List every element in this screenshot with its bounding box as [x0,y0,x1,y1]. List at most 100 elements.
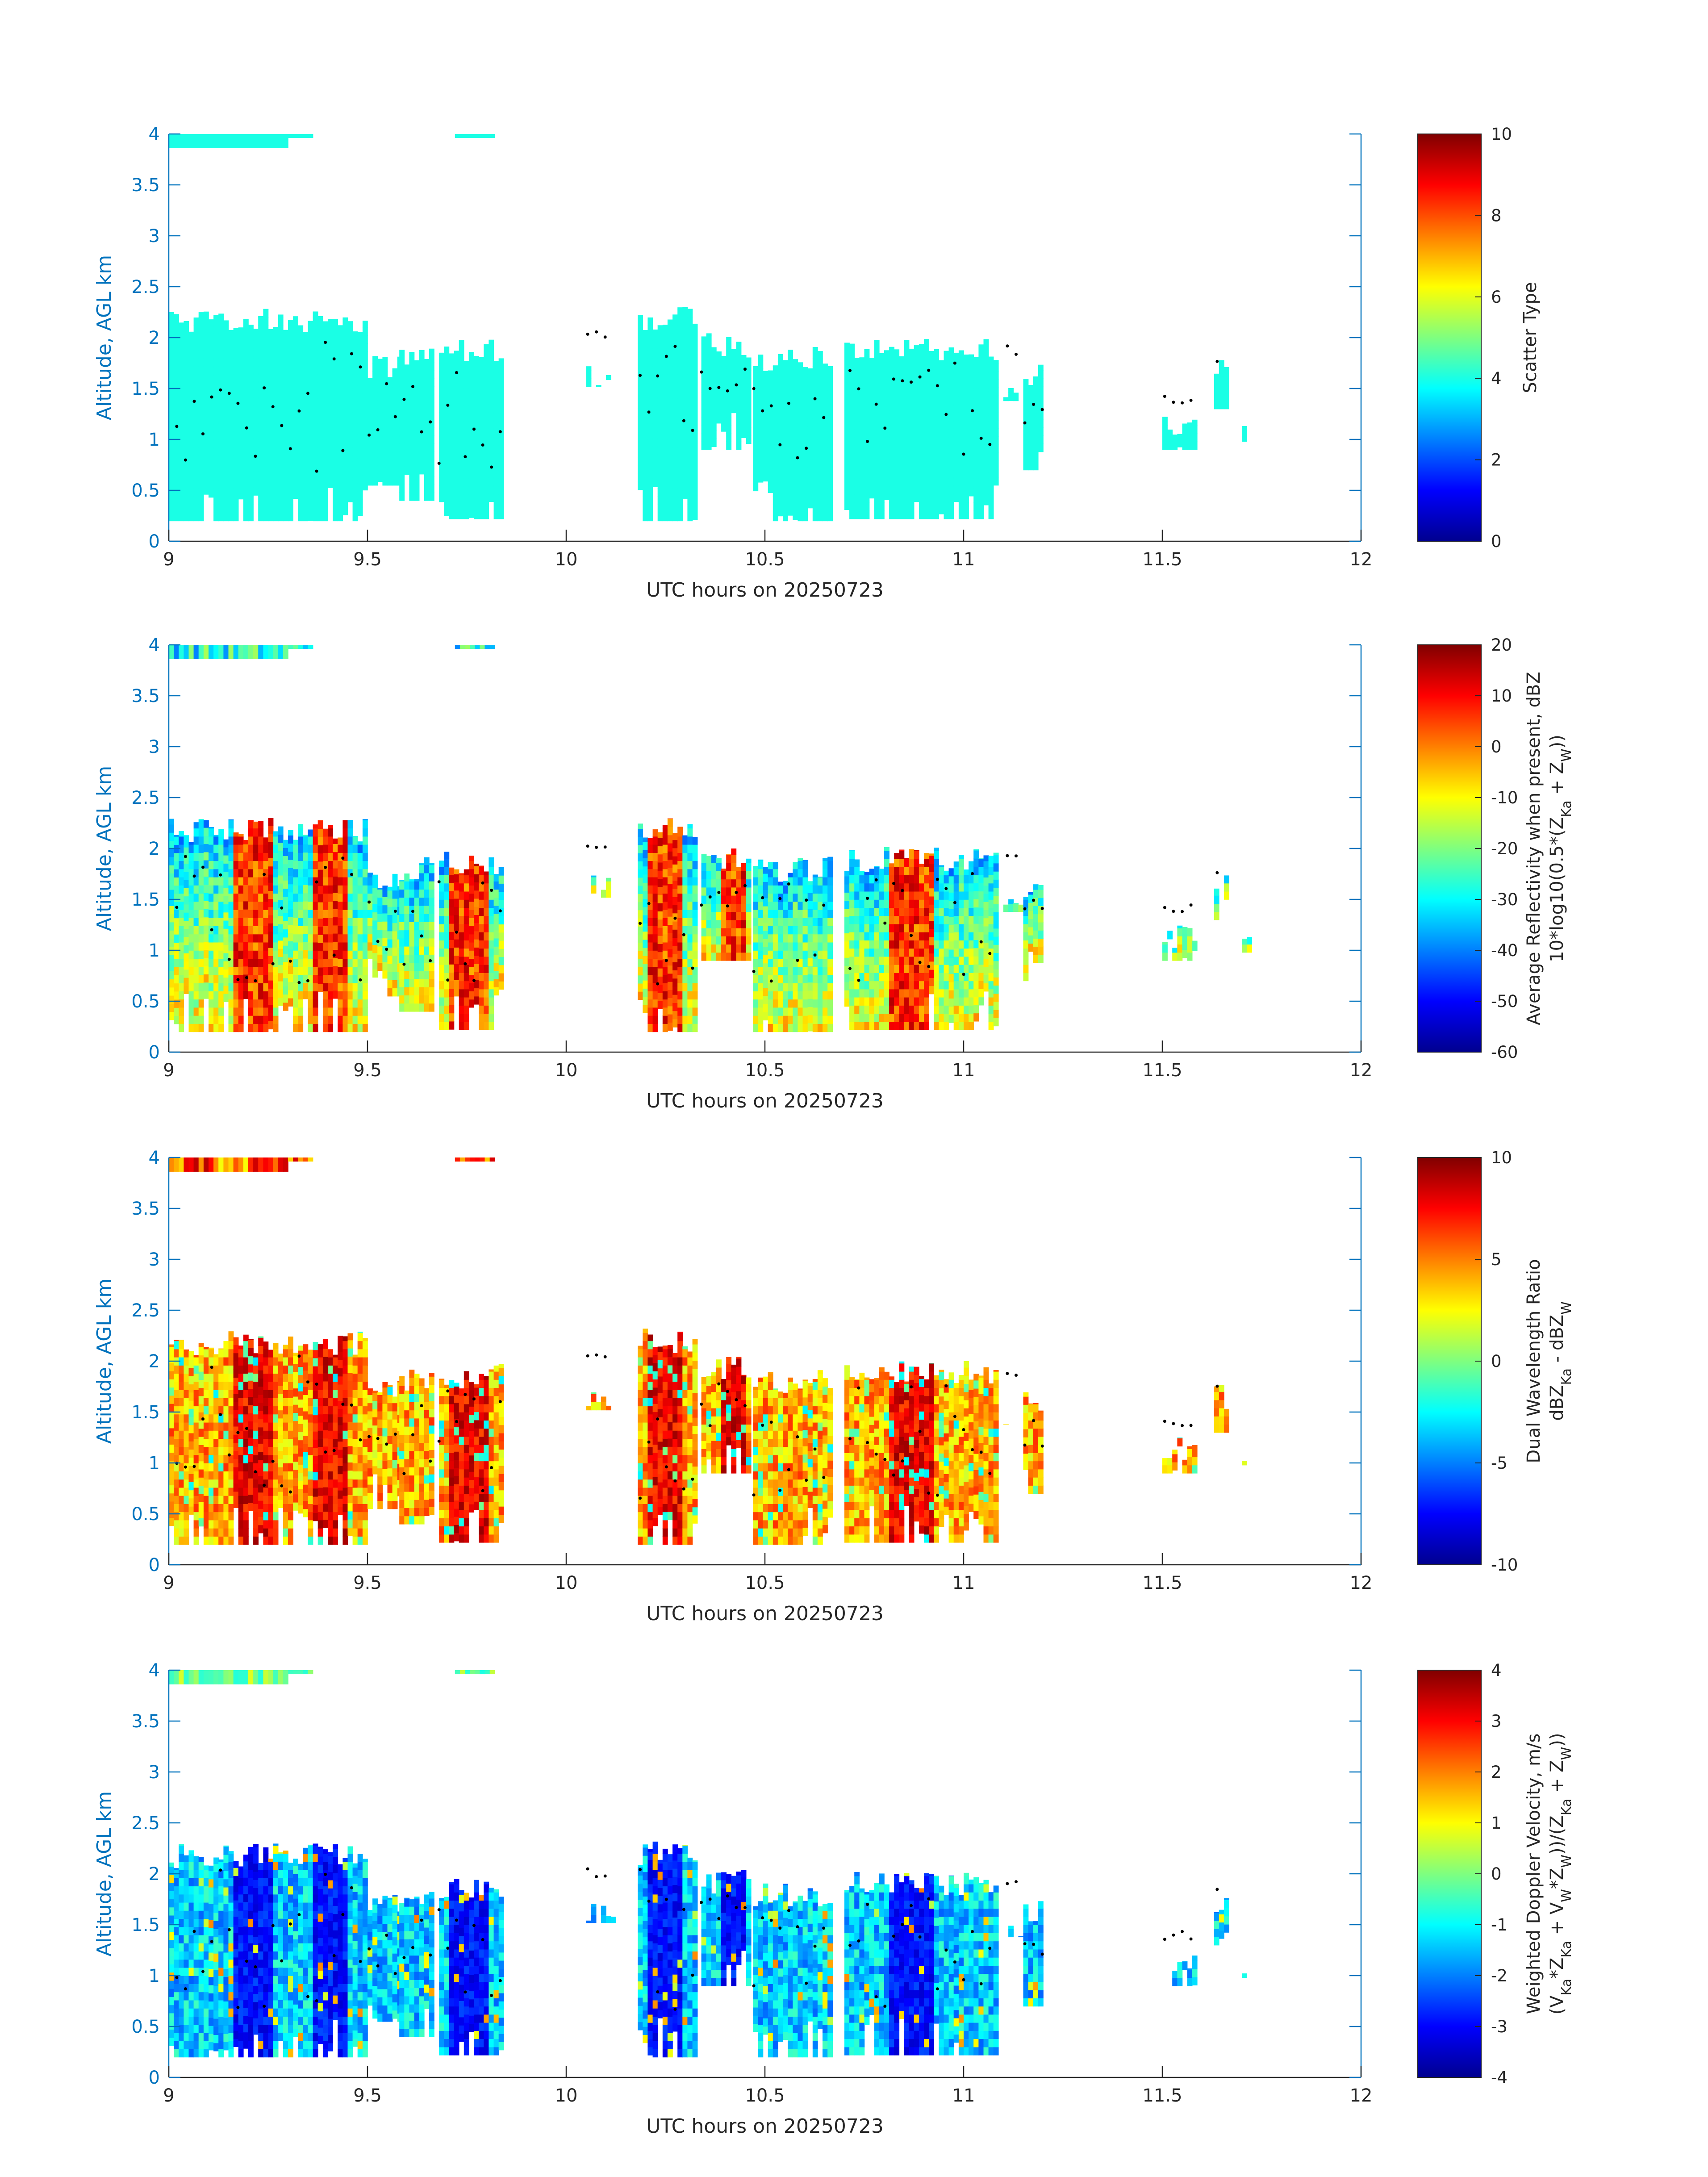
heatmap-cell [278,859,284,868]
heatmap-cell [459,486,464,495]
heatmap-cell [357,942,363,951]
heatmap-cell [904,389,910,397]
heatmap-cell [347,477,353,486]
heatmap-cell [179,431,184,440]
heatmap-cell [741,356,747,365]
heatmap-cell [268,398,274,407]
heatmap-cell [731,919,737,928]
heatmap-cell [904,356,910,364]
heatmap-cell [328,918,333,926]
heatmap-cell [672,333,678,342]
heatmap-cell [969,439,974,447]
heatmap-cell [973,421,979,430]
heatmap-cell [687,974,693,983]
heatmap-cell [293,869,298,877]
heatmap-cell [474,865,479,874]
heatmap-cell [198,1007,204,1016]
heatmap-cell [716,944,722,953]
heatmap-cell [248,836,254,845]
heatmap-cell [283,872,288,881]
heatmap-cell [288,884,293,893]
heatmap-cell [919,486,924,495]
heatmap-cell [677,1007,683,1016]
heatmap-cell [459,932,464,940]
heatmap-cell [687,488,693,497]
heatmap-cell [783,366,788,375]
cloud-base-point [673,345,677,348]
heatmap-cell [253,958,259,967]
heatmap-cell [677,325,683,334]
heatmap-cell [342,344,348,352]
heatmap-cell [929,437,934,446]
heatmap-cell [263,909,269,918]
heatmap-cell [258,991,264,1000]
heatmap-cell [706,903,712,912]
heatmap-cell [953,412,959,421]
heatmap-cell [338,885,343,894]
heatmap-cell [209,966,214,975]
heatmap-cell [328,1024,333,1032]
heatmap-cell [929,405,934,414]
heatmap-cell [657,496,663,505]
heatmap-cell [498,502,504,511]
heatmap-cell [958,350,964,356]
heatmap-cell [701,441,707,450]
heatmap-cell [387,452,393,461]
heatmap-cell [313,358,318,367]
heatmap-cell [352,918,358,926]
heatmap-cell [409,460,415,468]
heatmap-cell [692,487,698,496]
heatmap-cell [253,844,259,853]
heatmap-cell [322,836,328,845]
heatmap-cell [253,414,259,422]
heatmap-cell [493,445,499,454]
heatmap-cell [643,472,648,481]
heatmap-cell [682,311,688,320]
heatmap-cell [367,873,373,877]
heatmap-cell [253,966,259,975]
heatmap-cell [439,948,445,957]
heatmap-cell [169,1003,174,1012]
heatmap-cell [347,909,353,918]
heatmap-cell [498,949,504,957]
heatmap-cell [362,482,368,491]
heatmap-cell [591,885,597,894]
heatmap-cell [328,422,333,431]
heatmap-cell [308,926,313,935]
heatmap-cell [308,999,313,1008]
heatmap-cell [233,934,239,943]
heatmap-cell [404,401,410,410]
heatmap-cell [1187,425,1193,434]
heatmap-cell [498,380,504,389]
heatmap-cell [807,368,813,370]
heatmap-cell [439,352,445,356]
cloud-base-point [192,400,196,403]
heatmap-cell [788,426,793,435]
heatmap-cell [854,405,860,414]
heatmap-cell [777,418,783,427]
heatmap-cell [498,981,504,990]
heatmap-cell [793,487,798,496]
heatmap-cell [357,369,363,378]
heatmap-cell [1182,433,1188,442]
heatmap-cell [823,407,828,415]
heatmap-cell [692,340,698,349]
heatmap-cell [209,319,214,327]
heatmap-cell [347,485,353,494]
heatmap-cell [1187,433,1193,442]
heatmap-cell [278,415,284,424]
heatmap-cell [973,486,979,495]
heatmap-cell [288,924,293,933]
heatmap-cell [409,930,415,939]
heatmap-cell [352,407,358,415]
heatmap-cell [667,480,673,489]
heatmap-cell [677,307,683,309]
heatmap-cell [263,885,269,894]
heatmap-cell [988,389,994,397]
heatmap-cell [313,366,318,375]
heatmap-cell [914,428,919,437]
heatmap-cell [716,903,722,912]
heatmap-cell [258,926,264,935]
heatmap-cell [203,331,209,340]
